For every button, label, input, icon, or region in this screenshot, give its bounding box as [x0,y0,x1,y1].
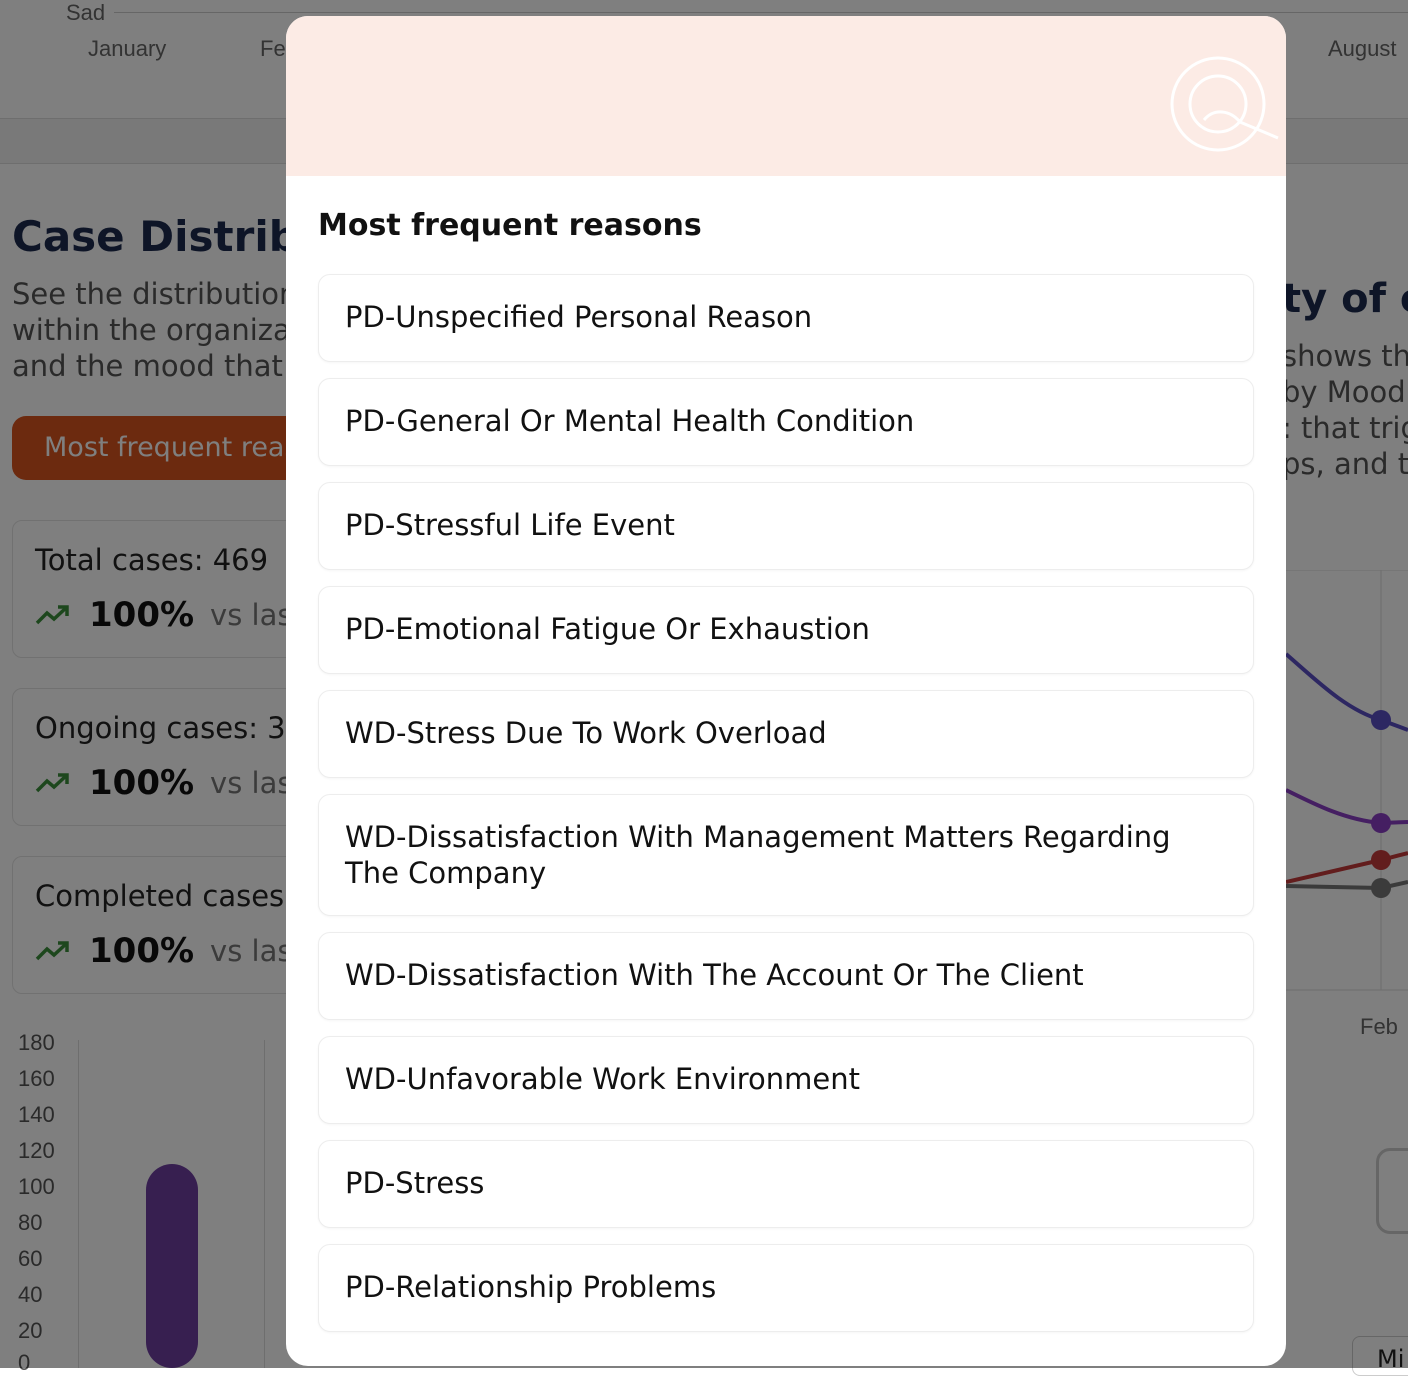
modal-header [286,16,1286,176]
reason-item[interactable]: PD-Stress [318,1140,1254,1228]
reason-item[interactable]: PD-Unspecified Personal Reason [318,274,1254,362]
modal-title: Most frequent reasons [318,208,702,243]
reason-item[interactable]: WD-Stress Due To Work Overload [318,690,1254,778]
reason-item[interactable]: PD-Stressful Life Event [318,482,1254,570]
reason-item[interactable]: WD-Dissatisfaction With Management Matte… [318,794,1254,916]
reason-item[interactable]: PD-Relationship Problems [318,1244,1254,1332]
reason-item[interactable]: PD-General Or Mental Health Condition [318,378,1254,466]
reason-item[interactable]: WD-Dissatisfaction With The Account Or T… [318,932,1254,1020]
reason-item[interactable]: PD-Emotional Fatigue Or Exhaustion [318,586,1254,674]
reason-item[interactable]: WD-Unfavorable Work Environment [318,1036,1254,1124]
brand-logo-icon [1170,56,1279,152]
reason-list: PD-Unspecified Personal Reason PD-Genera… [318,274,1254,1348]
reasons-modal: Most frequent reasons PD-Unspecified Per… [286,16,1286,1366]
